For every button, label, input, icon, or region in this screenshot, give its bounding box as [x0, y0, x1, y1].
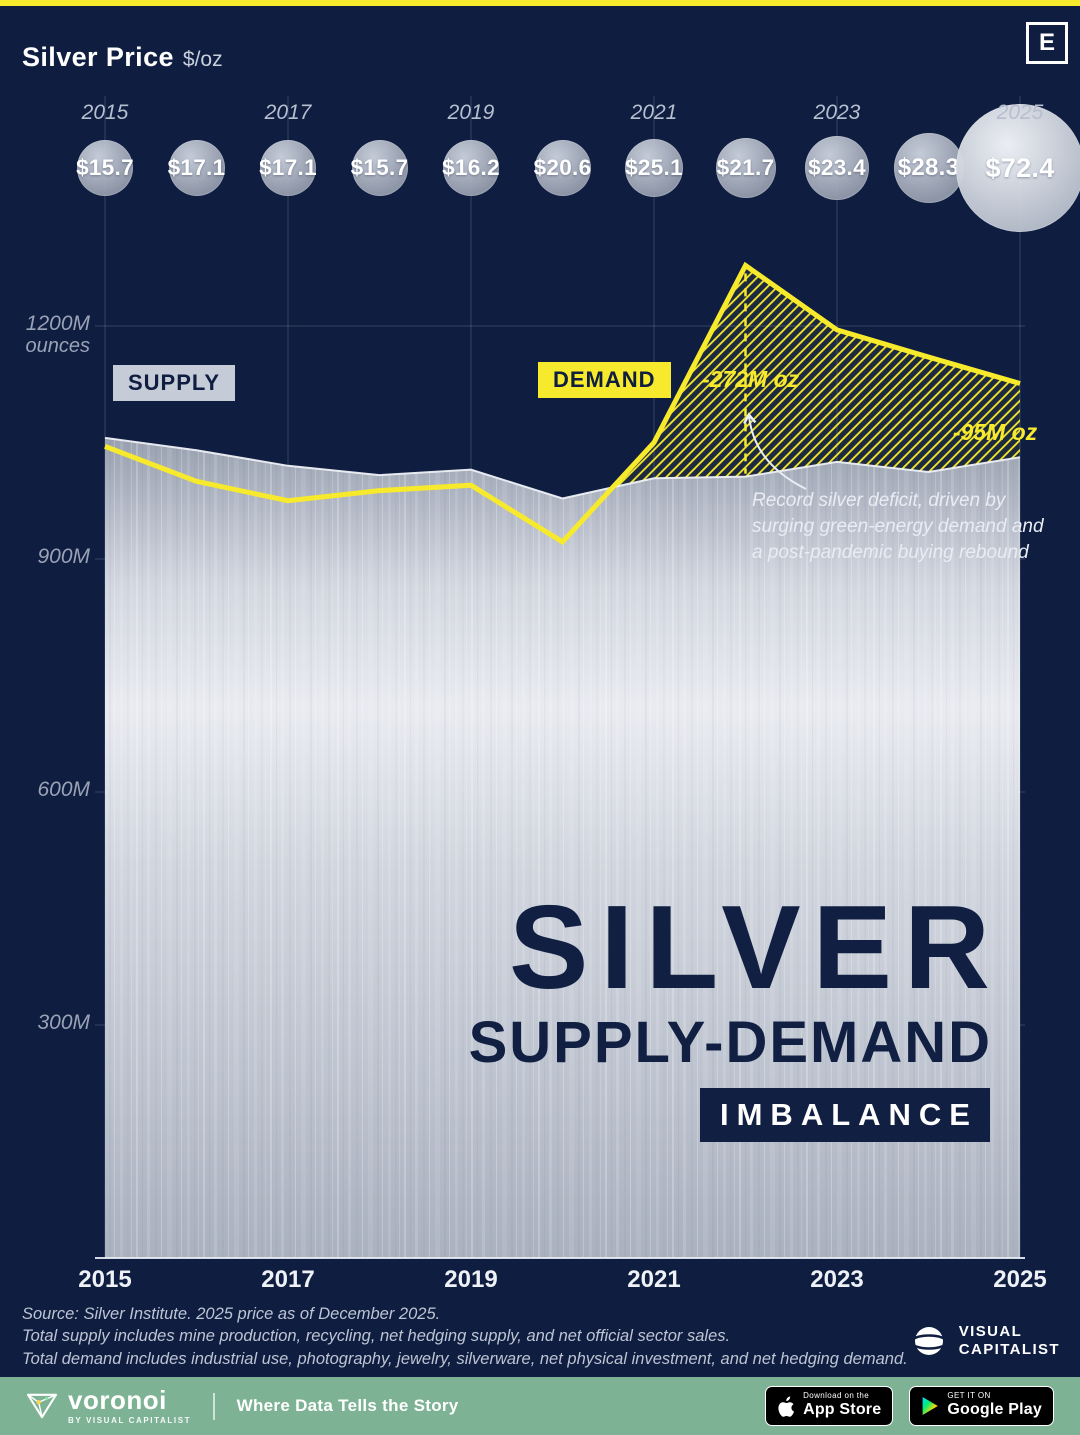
app-store-badge[interactable]: Download on the App Store — [765, 1386, 894, 1426]
deficit-note: Record silver deficit, driven by surging… — [752, 490, 1044, 563]
price-axis-unit: $/oz — [182, 48, 223, 71]
footer-bar: voronoi BY VISUAL CAPITALIST Where Data … — [0, 1377, 1080, 1435]
voronoi-wordmark: voronoi — [68, 1385, 167, 1415]
voronoi-brand-text: voronoi BY VISUAL CAPITALIST — [68, 1387, 191, 1425]
visual-capitalist-icon — [909, 1327, 949, 1355]
chart-header: Silver Price $/oz — [22, 42, 223, 73]
voronoi-subtitle: BY VISUAL CAPITALIST — [68, 1416, 192, 1425]
apple-icon — [778, 1396, 795, 1417]
deficit-2025-label: -95M oz — [952, 419, 1038, 445]
supply-edge-highlight — [104, 436, 1021, 500]
google-play-badge-big-text: Google Play — [947, 1401, 1042, 1419]
voronoi-brand: voronoi BY VISUAL CAPITALIST — [26, 1387, 191, 1425]
e-logo: E — [1026, 22, 1068, 64]
app-store-badge-small-text: Download on the — [803, 1391, 870, 1401]
price-axis-title: Silver Price — [22, 42, 174, 72]
source-line-1: Source: Silver Institute. 2025 price as … — [22, 1305, 441, 1323]
demand-line — [104, 261, 1021, 546]
app-store-badge-text: Download on the App Store — [803, 1392, 881, 1419]
demand-legend-label: DEMAND — [538, 362, 671, 398]
google-play-badge[interactable]: GET IT ON Google Play — [909, 1386, 1054, 1426]
footer-divider — [213, 1392, 215, 1420]
source-line-2: Total supply includes mine production, r… — [22, 1327, 731, 1346]
supply-legend-label: SUPPLY — [113, 365, 236, 401]
title-imbalance-box: IMBALANCE — [469, 1088, 990, 1143]
source-note: Source: Silver Institute. 2025 price as … — [22, 1303, 908, 1370]
note-arrow — [743, 412, 807, 490]
main-title: SILVER SUPPLY-DEMAND IMBALANCE — [468, 888, 992, 1143]
top-accent-bar — [0, 0, 1080, 6]
e-logo-letter: E — [1038, 29, 1055, 56]
app-store-badge-big-text: App Store — [803, 1401, 882, 1419]
vc-logo-text-2: CAPITALIST — [958, 1341, 1060, 1358]
google-play-badge-text: GET IT ON Google Play — [947, 1392, 1042, 1419]
vc-logo-text: VISUAL CAPITALIST — [959, 1323, 1060, 1359]
google-play-badge-small-text: GET IT ON — [947, 1391, 991, 1401]
deficit-hatch-area — [612, 265, 1020, 488]
vc-logo-text-1: VISUAL — [958, 1323, 1023, 1340]
title-line-imbalance: IMBALANCE — [700, 1088, 990, 1143]
source-line-3: Total demand includes industrial use, ph… — [22, 1349, 908, 1368]
supply-area-texture — [105, 437, 1020, 1259]
deficit-2022-label: -272M oz — [702, 366, 800, 392]
google-play-icon — [922, 1397, 939, 1415]
title-line-supply-demand: SUPPLY-DEMAND — [468, 1010, 992, 1076]
footer-tagline: Where Data Tells the Story — [236, 1396, 459, 1415]
title-line-silver: SILVER — [509, 881, 1002, 1014]
visual-capitalist-logo: VISUAL CAPITALIST — [908, 1320, 1060, 1362]
voronoi-logo-icon — [26, 1393, 58, 1419]
